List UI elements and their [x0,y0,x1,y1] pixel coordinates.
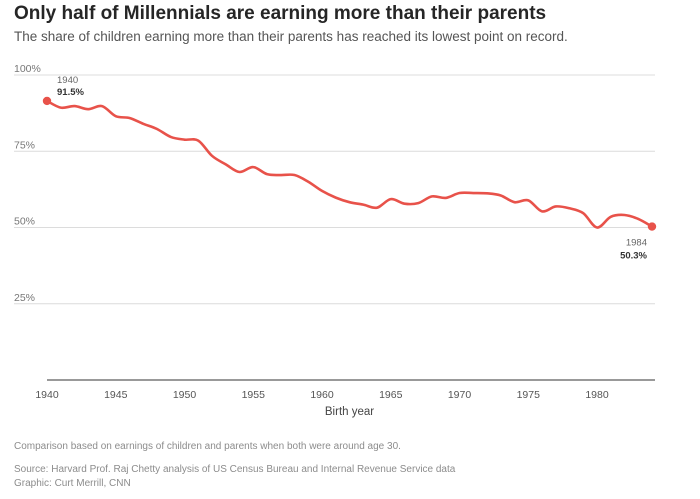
annotation-year: 1984 [626,238,647,249]
x-tick-label: 1970 [448,389,472,401]
y-tick-label: 50% [14,216,35,228]
gridlines [14,74,655,305]
endpoint-marker [647,222,657,231]
x-tick-label: 1965 [379,389,403,401]
credit-line: Graphic: Curt Merrill, CNN [14,478,131,489]
annotation-value: 91.5% [57,87,84,98]
line-chart: 25%50%75%100% 1940 1945 1950 1955 1960 1965 19… [14,63,657,418]
series-line [45,99,654,229]
y-tick-label: 25% [14,292,35,304]
x-axis-label: Birth year [325,406,374,418]
y-tick-label: 75% [14,139,35,151]
y-axis-labels: 25% 50% 75% 100% [14,63,41,304]
chart-title: Only half of Millennials are earning mor… [14,3,547,24]
series-line-group [45,99,654,229]
x-tick-label: 1960 [310,389,334,401]
footnote: Comparison based on earnings of children… [14,441,401,452]
x-tick-label: 1940 [35,389,59,401]
x-axis: 1940 1945 1950 1955 1960 1965 1970 1975 1980 Birt… [35,379,655,418]
x-tick-label: 1955 [242,389,266,401]
chart-subtitle: The share of children earning more than … [14,29,568,44]
source-line: Source: Harvard Prof. Raj Chetty analysi… [14,464,456,475]
y-tick-label: 100% [14,63,41,75]
annotation-year: 1940 [57,75,78,86]
x-tick-label: 1950 [173,389,197,401]
x-tick-label: 1975 [517,389,541,401]
x-tick-label: 1980 [585,389,609,401]
x-tick-label: 1945 [104,389,128,401]
annotation-value: 50.3% [620,251,647,262]
endpoint-marker [42,96,52,106]
